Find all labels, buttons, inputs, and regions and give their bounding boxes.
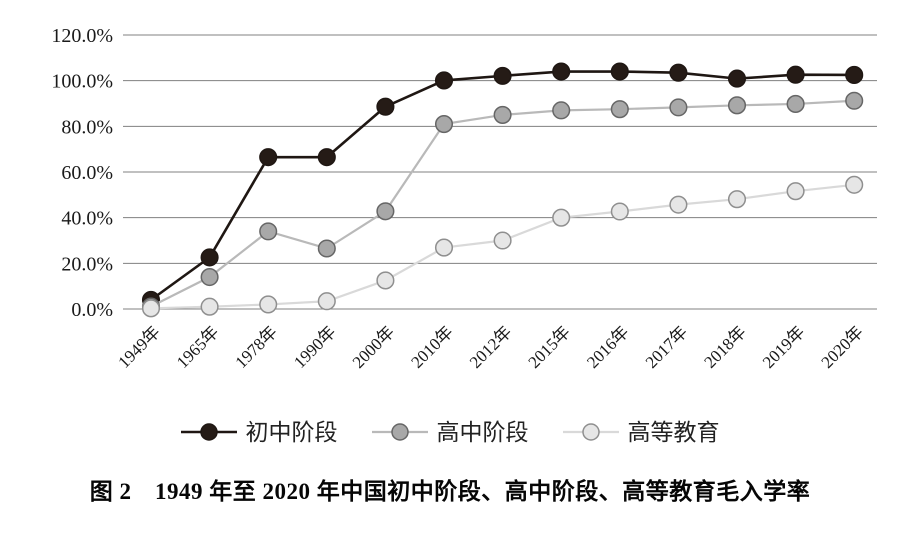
legend-marker-higher-education xyxy=(562,423,619,441)
data-point-higher-education xyxy=(141,299,161,318)
data-point-junior-middle-school xyxy=(493,66,512,85)
x-axis-tick-label: 2020年 xyxy=(818,322,867,371)
figure-caption: 图 2 1949 年至 2020 年中国初中阶段、高中阶段、高等教育毛入学率 xyxy=(89,479,811,504)
data-point-higher-education xyxy=(376,271,395,290)
data-point-higher-education xyxy=(669,195,688,214)
y-axis-tick-label: 60.0% xyxy=(61,162,113,184)
x-axis-tick-label: 1965年 xyxy=(173,322,222,371)
legend-label-junior-middle-school: 初中阶段 xyxy=(245,419,338,445)
x-axis-tick-label: 1949年 xyxy=(114,322,163,371)
legend-marker-senior-high-school xyxy=(371,423,428,441)
data-point-higher-education xyxy=(493,231,512,250)
data-point-higher-education xyxy=(552,208,571,227)
data-point-senior-high-school xyxy=(845,91,864,110)
data-point-higher-education xyxy=(727,190,747,209)
legend-item-senior-high-school: 高中阶段 xyxy=(371,419,529,445)
data-point-junior-middle-school xyxy=(845,65,864,85)
data-point-junior-middle-school xyxy=(317,148,336,167)
y-axis-tick-label: 20.0% xyxy=(61,253,113,275)
data-point-junior-middle-school xyxy=(669,63,688,82)
data-point-higher-education xyxy=(786,182,805,201)
chart-legend: 初中阶段 高中阶段 高等教育 xyxy=(0,416,900,448)
legend-marker-junior-middle-school xyxy=(180,423,237,441)
data-point-junior-middle-school xyxy=(259,148,278,167)
enrollment-line-chart: 0.0% 20.0% 40.0% 60.0% 80.0% 100.0% 120.0% 1949… xyxy=(51,25,877,372)
data-point-senior-high-school xyxy=(376,202,395,221)
y-axis-tick-label: 120.0% xyxy=(51,25,113,47)
x-axis-tick-label: 2019年 xyxy=(759,322,808,371)
data-point-senior-high-school xyxy=(493,105,512,124)
legend-label-higher-education: 高等教育 xyxy=(627,419,720,445)
x-axis-tick-label: 2012年 xyxy=(466,322,515,371)
data-point-junior-middle-school xyxy=(200,248,219,267)
data-point-senior-high-school xyxy=(317,239,336,258)
legend-item-junior-middle-school: 初中阶段 xyxy=(180,419,338,445)
x-axis-tick-label: 1978年 xyxy=(232,322,281,371)
series-line-senior-high-school xyxy=(150,99,855,308)
data-point-higher-education xyxy=(845,175,864,194)
data-point-junior-middle-school xyxy=(376,97,395,116)
y-axis-tick-label: 100.0% xyxy=(51,71,113,93)
x-axis-tick-label: 2000年 xyxy=(349,322,398,371)
data-point-junior-middle-school xyxy=(727,69,747,88)
data-point-higher-education xyxy=(200,297,219,316)
y-axis-tick-label: 40.0% xyxy=(61,208,113,230)
data-point-junior-middle-school xyxy=(552,62,571,81)
data-point-senior-high-school xyxy=(200,267,219,287)
data-point-senior-high-school xyxy=(610,100,629,119)
x-axis-tick-label: 2010年 xyxy=(407,322,456,371)
data-point-junior-middle-school xyxy=(610,62,629,81)
x-axis-tick-label: 2018年 xyxy=(700,322,749,371)
data-point-senior-high-school xyxy=(434,115,454,134)
data-point-higher-education xyxy=(317,292,336,311)
legend-label-senior-high-school: 高中阶段 xyxy=(436,419,529,445)
data-point-senior-high-school xyxy=(786,94,805,114)
data-point-higher-education xyxy=(610,202,629,221)
data-point-senior-high-school xyxy=(259,222,278,241)
data-point-junior-middle-school xyxy=(434,71,454,90)
x-axis-tick-label: 2015年 xyxy=(525,322,574,371)
x-axis-tick-label: 2016年 xyxy=(583,322,632,371)
data-point-higher-education xyxy=(434,238,454,257)
x-axis-tick-label: 1990年 xyxy=(290,322,339,371)
data-point-junior-middle-school xyxy=(786,65,805,84)
data-point-higher-education xyxy=(259,295,278,314)
legend-item-higher-education: 高等教育 xyxy=(562,419,720,445)
x-axis-tick-label: 2017年 xyxy=(642,322,691,371)
data-point-senior-high-school xyxy=(552,101,571,120)
data-point-senior-high-school xyxy=(727,96,747,115)
y-axis-tick-label: 0.0% xyxy=(71,299,113,321)
y-axis-tick-label: 80.0% xyxy=(61,116,113,138)
data-point-senior-high-school xyxy=(669,98,688,117)
